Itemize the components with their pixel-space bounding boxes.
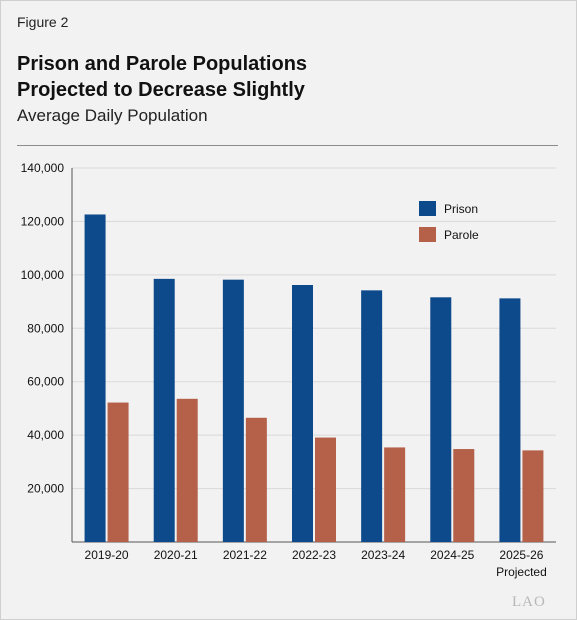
bar-prison	[222, 279, 244, 542]
x-tick-label: 2021-22	[223, 548, 267, 562]
bar-parole	[453, 449, 475, 542]
legend-label-parole: Parole	[444, 228, 479, 242]
y-tick-label: 40,000	[27, 428, 64, 442]
bar-parole	[245, 417, 267, 542]
bar-parole	[384, 447, 406, 542]
legend-swatch-prison	[419, 201, 436, 216]
bar-prison	[292, 285, 313, 542]
bar-parole	[315, 437, 336, 542]
y-tick-label: 140,000	[21, 161, 65, 175]
x-tick-label: 2022-23	[292, 548, 336, 562]
y-tick-label: 80,000	[27, 321, 64, 335]
chart-title-line1: Prison and Parole Populations	[17, 53, 308, 75]
x-tick-label: 2023-24	[361, 548, 405, 562]
y-tick-label: 60,000	[27, 375, 64, 389]
figure-label: Figure 2	[17, 14, 69, 30]
x-tick-label: 2025-26	[499, 548, 543, 562]
bar-parole	[176, 398, 198, 542]
bar-parole	[107, 402, 129, 542]
x-tick-label: 2020-21	[154, 548, 198, 562]
legend-label-prison: Prison	[444, 202, 478, 216]
x-tick-label: 2024-25	[430, 548, 474, 562]
y-tick-label: 120,000	[21, 214, 65, 228]
x-tick-note: Projected	[496, 565, 547, 579]
bar-prison	[84, 214, 106, 543]
chart-subtitle: Average Daily Population	[17, 106, 208, 125]
bar-prison	[499, 298, 521, 542]
bar-prison	[361, 290, 383, 542]
lao-logo: LAO	[512, 594, 546, 610]
chart-title: Prison and Parole Populations Projected …	[17, 51, 437, 103]
bar-parole	[522, 450, 544, 542]
y-tick-label: 100,000	[21, 268, 65, 282]
legend-swatch-parole	[419, 227, 436, 242]
y-tick-label: 20,000	[27, 482, 64, 496]
chart-title-line2: Projected to Decrease Slightly	[17, 79, 305, 101]
bar-prison	[153, 278, 175, 542]
title-divider	[17, 145, 558, 146]
x-tick-label: 2019-20	[85, 548, 129, 562]
bar-prison	[430, 297, 452, 542]
